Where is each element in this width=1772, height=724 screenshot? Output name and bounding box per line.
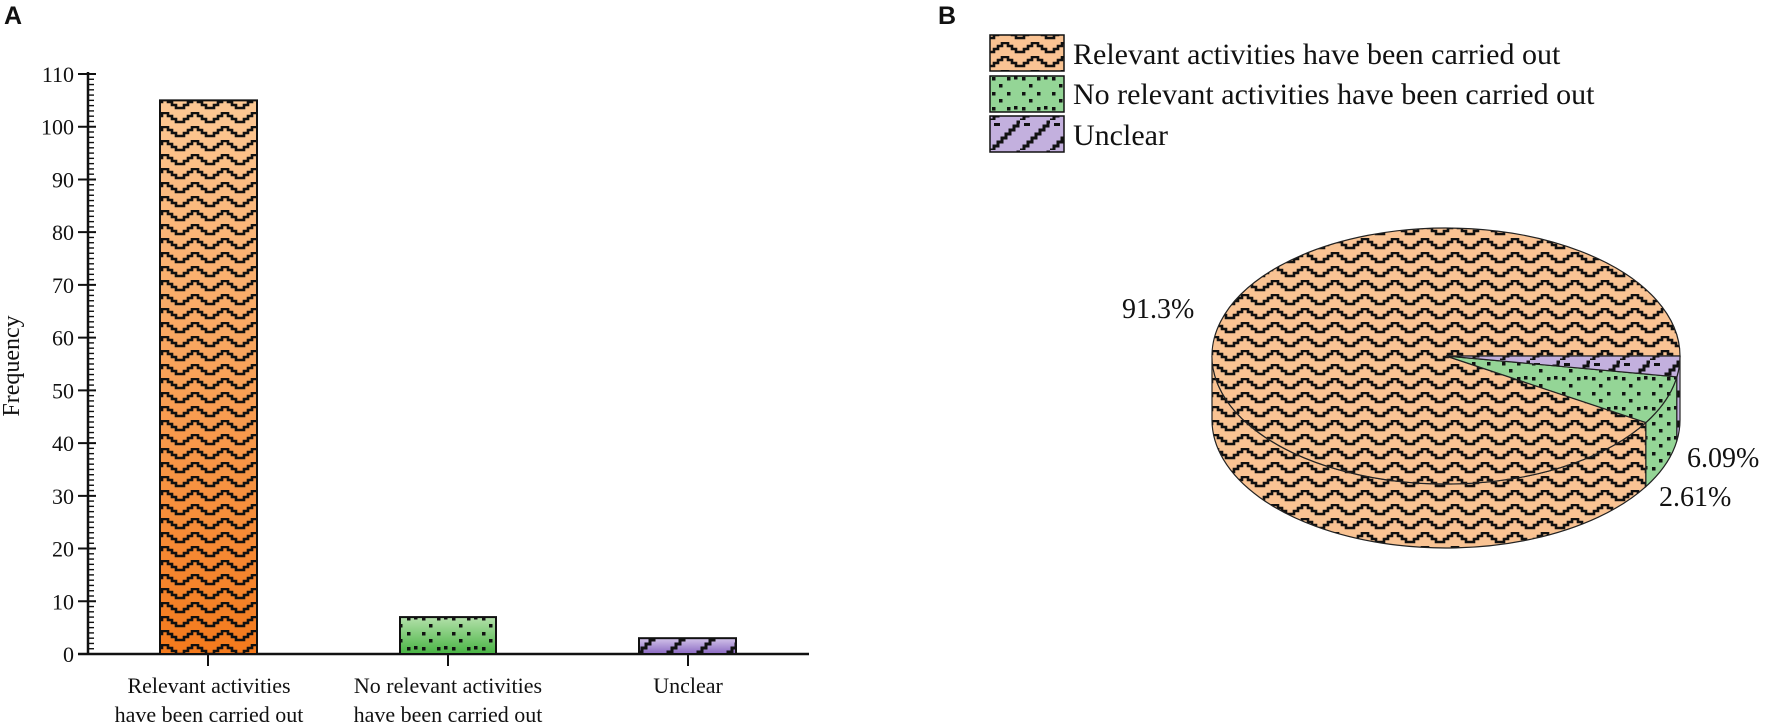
legend-item-unclear: Unclear (989, 115, 1168, 153)
x-label-relevant-line2: have been carried out (115, 702, 304, 724)
bar-unclear (638, 637, 737, 656)
x-label-no-relevant-line2: have been carried out (354, 702, 543, 724)
y-axis-minor-ticks (88, 78, 94, 650)
pie-label-unclear: 2.61% (1659, 482, 1731, 513)
legend-label-unclear: Unclear (1073, 119, 1168, 152)
legend-label-relevant: Relevant activities have been carried ou… (1073, 38, 1561, 71)
pie-chart-3d (1211, 227, 1681, 549)
legend-swatch-diagonal (989, 115, 1065, 153)
y-tick-label: 50 (52, 378, 74, 403)
pie-legend: Relevant activities have been carried ou… (989, 34, 1595, 153)
pie-slice-unclear (1445, 355, 1681, 378)
y-tick-label: 80 (52, 220, 74, 245)
pie-slice-no-relevant (1445, 355, 1678, 424)
pie-label-relevant: 91.3% (1122, 294, 1194, 325)
panel-b-label: B (938, 2, 957, 30)
y-tick-label: 100 (41, 115, 74, 140)
y-tick-label: 20 (52, 537, 74, 562)
y-axis-major-ticks: 0 10 20 30 40 50 60 70 80 90 100 110 (41, 62, 96, 667)
panel-a-label: A (4, 2, 23, 30)
bar-no-relevant-activities (399, 616, 497, 655)
x-label-unclear: Unclear (653, 673, 723, 698)
x-label-no-relevant-line1: No relevant activities (354, 673, 542, 698)
y-tick-label: 0 (63, 642, 74, 667)
y-tick-label: 110 (42, 62, 74, 87)
y-tick-label: 70 (52, 273, 74, 298)
legend-item-no-relevant: No relevant activities have been carried… (989, 75, 1595, 113)
legend-swatch-dots (989, 75, 1065, 113)
bar-relevant-activities (159, 99, 258, 655)
legend-item-relevant: Relevant activities have been carried ou… (989, 34, 1561, 72)
legend-swatch-wave (989, 34, 1065, 72)
y-axis-title: Frequency (0, 315, 25, 416)
bar-chart: Frequency 0 10 20 30 40 50 60 70 80 90 100 110 Rele… (0, 62, 809, 724)
y-tick-label: 30 (52, 484, 74, 509)
pie-label-no-relevant: 6.09% (1687, 443, 1759, 474)
legend-label-no-relevant: No relevant activities have been carried… (1073, 78, 1595, 111)
y-tick-label: 90 (52, 167, 74, 192)
x-label-relevant-line1: Relevant activities (127, 673, 290, 698)
y-tick-label: 60 (52, 326, 74, 351)
y-tick-label: 10 (52, 589, 74, 614)
y-tick-label: 40 (52, 431, 74, 456)
